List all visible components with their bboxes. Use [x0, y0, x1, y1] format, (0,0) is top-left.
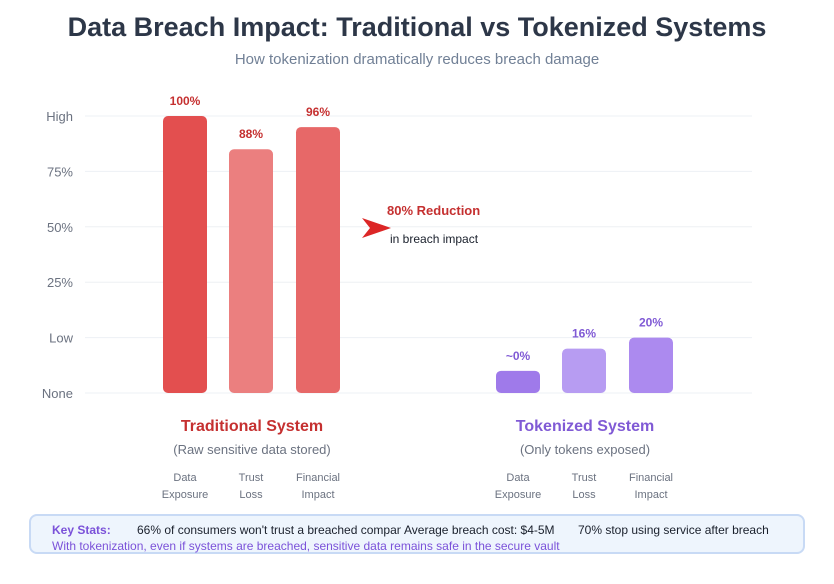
y-tick-label: High: [46, 109, 73, 124]
reduction-detail: in breach impact: [390, 232, 479, 246]
bar-value-label: 20%: [639, 316, 663, 330]
key-stats-label: Key Stats:: [52, 523, 111, 537]
bar: [296, 127, 340, 393]
stats-footer-note: With tokenization, even if systems are b…: [52, 539, 560, 553]
y-tick-label: Low: [49, 331, 73, 346]
category-label: Financial: [629, 472, 673, 484]
category-label: Exposure: [162, 489, 208, 501]
stat-item-cost: Average breach cost: $4-5M: [401, 523, 555, 537]
stat-item-trust: 66% of consumers won't trust a breached …: [137, 523, 410, 537]
y-tick-label: None: [42, 386, 73, 401]
chart-title: Data Breach Impact: Traditional vs Token…: [67, 12, 767, 42]
bar-chart: None Low 25% 50% 75% High 100% Data Exposure 88% T…: [42, 94, 752, 501]
bar-value-label: 16%: [572, 327, 596, 341]
category-label: Loss: [239, 489, 263, 501]
bar-value-label: ~0%: [506, 349, 531, 363]
y-tick-label: 75%: [47, 164, 73, 179]
category-label: Financial: [296, 472, 340, 484]
bar-value-label: 100%: [170, 94, 201, 108]
bar: [229, 149, 273, 393]
bar: [562, 348, 606, 393]
group-caption: (Raw sensitive data stored): [173, 442, 331, 457]
category-label: Trust: [572, 472, 597, 484]
bar: [496, 370, 540, 393]
category-label: Impact: [301, 489, 334, 501]
group-caption: (Only tokens exposed): [520, 442, 650, 457]
bar-value-label: 96%: [306, 105, 330, 119]
stat-item-churn: 70% stop using service after breach: [571, 523, 769, 537]
group-title: Traditional System: [181, 418, 323, 435]
category-label: Data: [173, 472, 197, 484]
category-label: Trust: [239, 472, 264, 484]
y-tick-label: 25%: [47, 275, 73, 290]
reduction-headline: 80% Reduction: [387, 203, 480, 218]
category-label: Loss: [572, 489, 596, 501]
group-title: Tokenized System: [516, 418, 654, 435]
key-stats-panel: Key Stats: 66% of consumers won't trust …: [29, 514, 805, 554]
reduction-arrow-icon: [362, 218, 391, 238]
chart-subtitle: How tokenization dramatically reduces br…: [234, 51, 600, 68]
category-label: Data: [506, 472, 530, 484]
bar-value-label: 88%: [239, 127, 263, 141]
bar: [629, 337, 673, 393]
category-label: Exposure: [495, 489, 541, 501]
bar: [163, 116, 207, 393]
category-label: Impact: [634, 489, 667, 501]
y-tick-label: 50%: [47, 220, 73, 235]
